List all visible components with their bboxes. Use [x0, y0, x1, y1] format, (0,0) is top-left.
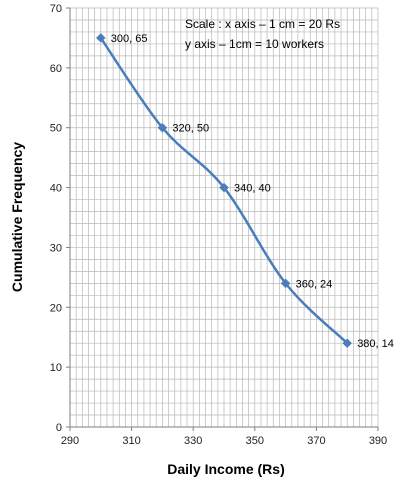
x-tick-label: 370 [307, 435, 325, 447]
data-point-label: 340, 40 [234, 183, 271, 195]
data-point-label: 360, 24 [296, 278, 333, 290]
data-point-marker [157, 122, 168, 133]
x-tick-label: 310 [122, 435, 140, 447]
x-axis-title: Daily Income (Rs) [167, 461, 284, 477]
x-tick-label: 350 [246, 435, 264, 447]
y-tick-label: 30 [50, 242, 62, 254]
scale-annotation-line-2: y axis – 1cm = 10 workers [185, 37, 324, 51]
y-tick-label: 10 [50, 362, 62, 374]
y-tick-label: 40 [50, 183, 62, 195]
scale-annotation-line-1: Scale : x axis – 1 cm = 20 Rs [185, 17, 340, 31]
y-tick-label: 70 [50, 3, 62, 15]
data-point-label: 380, 14 [357, 338, 394, 350]
y-tick-label: 50 [50, 123, 62, 135]
x-tick-label: 330 [184, 435, 202, 447]
data-labels: 300, 65 320, 50 340, 40 360, 24 380, 14 [111, 33, 394, 350]
data-point-marker [280, 278, 291, 289]
data-point-marker [342, 338, 353, 349]
scale-annotation: Scale : x axis – 1 cm = 20 Rs y axis – 1… [185, 17, 340, 51]
data-point-label: 320, 50 [172, 123, 209, 135]
axes [69, 8, 378, 428]
data-series [95, 33, 353, 349]
tick-labels: 290 310 330 350 370 390 0 10 20 30 40 50 60 70 [50, 3, 387, 447]
data-point-marker [219, 182, 229, 193]
data-point-marker [95, 33, 106, 43]
y-axis-title: Cumulative Frequency [9, 142, 25, 292]
x-tick-label: 290 [61, 435, 79, 447]
y-tick-label: 60 [50, 63, 62, 75]
y-tick-label: 0 [56, 422, 62, 434]
data-point-label: 300, 65 [111, 33, 148, 45]
y-tick-label: 20 [50, 302, 62, 314]
x-tick-label: 390 [369, 435, 387, 447]
